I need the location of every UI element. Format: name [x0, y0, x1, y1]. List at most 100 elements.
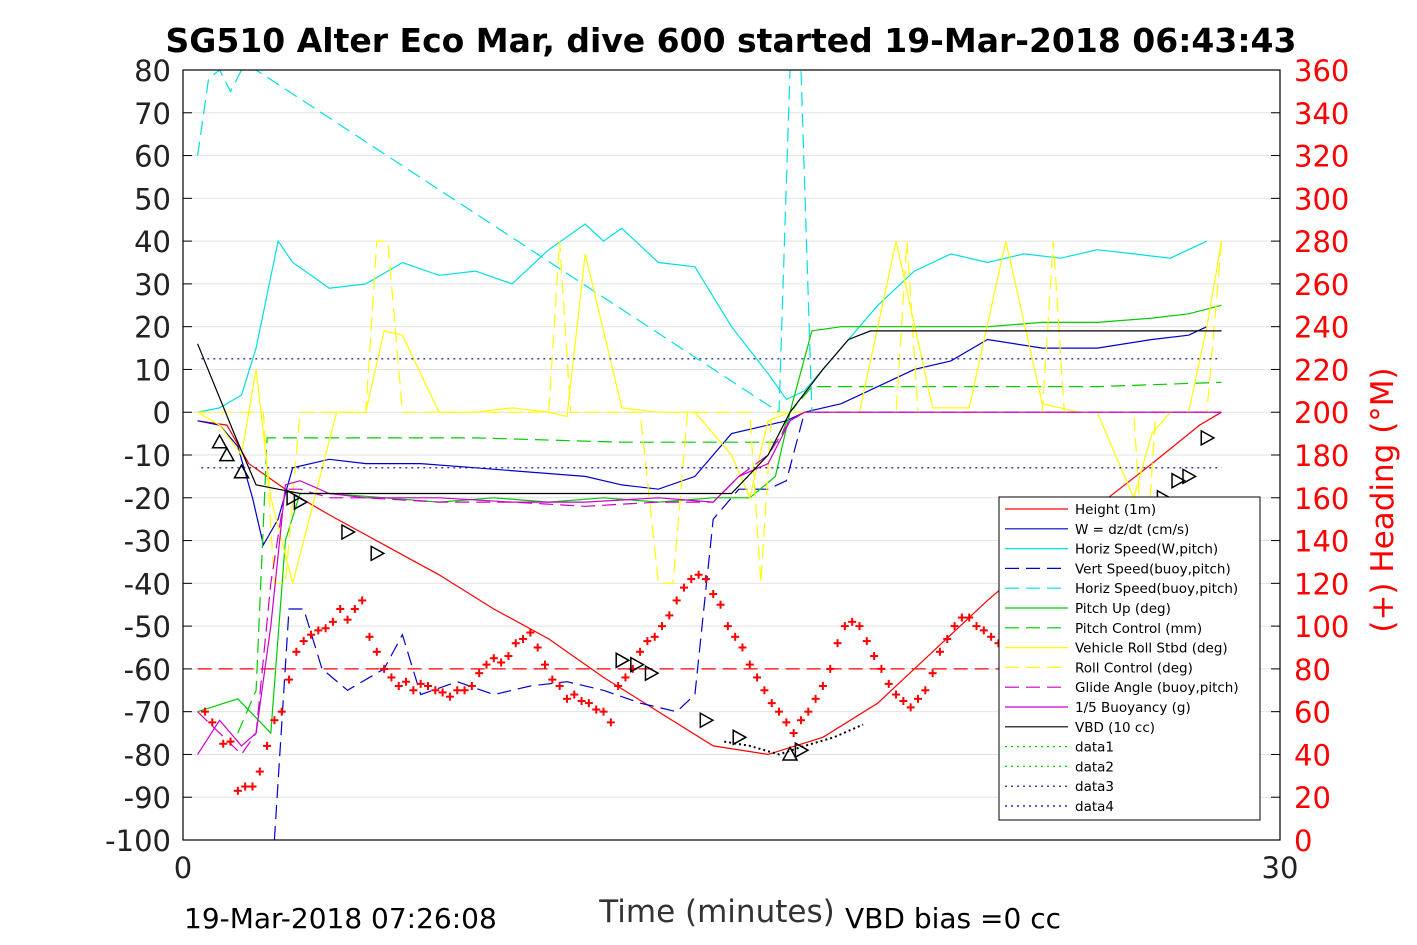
heading-point: [467, 682, 476, 690]
y-tick-label: -80: [124, 738, 171, 772]
triangle-marker: [781, 745, 799, 761]
heading-point: [782, 718, 791, 727]
triangle-marker: [732, 729, 748, 746]
heading-point: [219, 739, 228, 748]
triangle-marker: [341, 523, 357, 541]
legend-entry: Horiz Speed(buoy,pitch): [1075, 581, 1238, 597]
heading-point: [336, 605, 345, 613]
heading-point: [226, 737, 235, 746]
heading-point: [767, 699, 776, 708]
y2-tick-label: 60: [1294, 696, 1331, 730]
triangle-marker: [615, 652, 631, 669]
legend-entry: Roll Control (deg): [1075, 660, 1193, 676]
heading-point: [643, 637, 652, 646]
left-axis-ticks: 80 70 60 50 40 30 20 10 0 -10 -20 -30 -40 -50 -60 -70 -8…: [105, 54, 192, 858]
triangle-marker: [211, 433, 228, 449]
heading-point: [840, 622, 849, 631]
y-tick-label: 70: [134, 97, 171, 131]
triangle-marker: [794, 741, 810, 759]
y-tick-label: 50: [134, 182, 171, 216]
triangle-marker: [1171, 472, 1187, 489]
y2-tick-label: 120: [1294, 567, 1349, 601]
y-tick-label: -10: [124, 439, 171, 473]
heading-point: [621, 673, 630, 682]
heading-point: [438, 688, 447, 697]
heading-point: [208, 718, 217, 727]
heading-point: [241, 782, 250, 791]
heading-point: [862, 637, 871, 646]
heading-point: [394, 682, 403, 690]
y-tick-label: -20: [124, 482, 171, 516]
heading-point: [928, 669, 937, 678]
heading-point: [753, 673, 762, 682]
legend-entry: VBD (10 cc): [1075, 720, 1155, 736]
heading-point: [775, 707, 784, 716]
triangle-marker: [644, 664, 660, 682]
y2-tick-label: 320: [1294, 140, 1349, 174]
heading-point: [884, 679, 893, 688]
heading-point: [299, 637, 308, 646]
y2-tick-label: 180: [1294, 439, 1349, 473]
legend-entry: Vert Speed(buoy,pitch): [1075, 561, 1231, 577]
chart-title: SG510 Alter Eco Mar, dive 600 started 19…: [166, 21, 1297, 60]
triangle-marker: [1182, 468, 1198, 485]
heading-point: [519, 634, 528, 643]
y2-tick-label: 340: [1294, 97, 1349, 131]
heading-point: [248, 782, 257, 791]
x-tick-label: 30: [1262, 851, 1299, 885]
triangle-marker: [699, 711, 715, 729]
heading-point: [358, 596, 367, 605]
heading-point: [365, 632, 374, 641]
y-tick-label: 0: [153, 396, 171, 430]
y2-tick-label: 100: [1294, 610, 1349, 644]
legend-entry: data1: [1075, 740, 1114, 756]
series-line-7: [197, 240, 1223, 584]
heading-point: [526, 628, 535, 637]
heading-point: [584, 699, 593, 708]
y-tick-label: -100: [105, 824, 171, 858]
heading-point: [694, 570, 703, 579]
legend-entry: Vehicle Roll Stbd (deg): [1075, 641, 1228, 657]
heading-point: [965, 613, 974, 622]
heading-point: [892, 690, 901, 699]
heading-point: [233, 786, 242, 795]
heading-point: [343, 615, 352, 624]
legend-entry: Pitch Up (deg): [1075, 601, 1171, 617]
heading-point: [423, 682, 432, 690]
legend: Height (1m) W = dz/dt (cm/s) Horiz Speed(W…: [998, 496, 1261, 821]
heading-point: [475, 669, 484, 678]
y-tick-label: 10: [134, 353, 171, 387]
y2-tick-label: 280: [1294, 225, 1349, 259]
heading-point: [570, 690, 579, 699]
triangle-marker: [286, 489, 302, 507]
legend-entry: Horiz Speed(W,pitch): [1075, 542, 1218, 558]
y-tick-label: -40: [124, 567, 171, 601]
heading-point: [489, 654, 498, 663]
y2-tick-label: 20: [1294, 781, 1331, 815]
heading-point: [950, 622, 959, 631]
right-axis-label: (+) Heading (°M): [1365, 367, 1401, 632]
heading-point: [855, 622, 864, 631]
heading-point: [987, 632, 996, 641]
y-tick-label: 30: [134, 268, 171, 302]
y2-tick-label: 220: [1294, 353, 1349, 387]
heading-point: [848, 617, 857, 626]
heading-point: [614, 682, 623, 690]
x-axis-label: Time (minutes): [598, 894, 834, 930]
x-tick-label: 0: [174, 851, 192, 885]
heading-point: [957, 613, 966, 622]
triangle-marker: [630, 656, 645, 673]
heading-point: [453, 686, 462, 695]
right-axis-ticks: 3603403203002802602402202001801601401201…: [1271, 54, 1349, 858]
series-line-4: [197, 70, 1222, 414]
heading-point: [877, 664, 886, 673]
triangle-marker: [370, 545, 386, 562]
heading-point: [979, 626, 988, 635]
series-line-1: [197, 326, 1208, 547]
heading-point: [409, 686, 418, 695]
y2-tick-label: 40: [1294, 738, 1331, 772]
triangle-marker: [293, 493, 309, 511]
y-tick-label: -90: [124, 781, 171, 815]
y-tick-label: 80: [134, 54, 171, 88]
y-tick-label: 20: [134, 311, 171, 345]
